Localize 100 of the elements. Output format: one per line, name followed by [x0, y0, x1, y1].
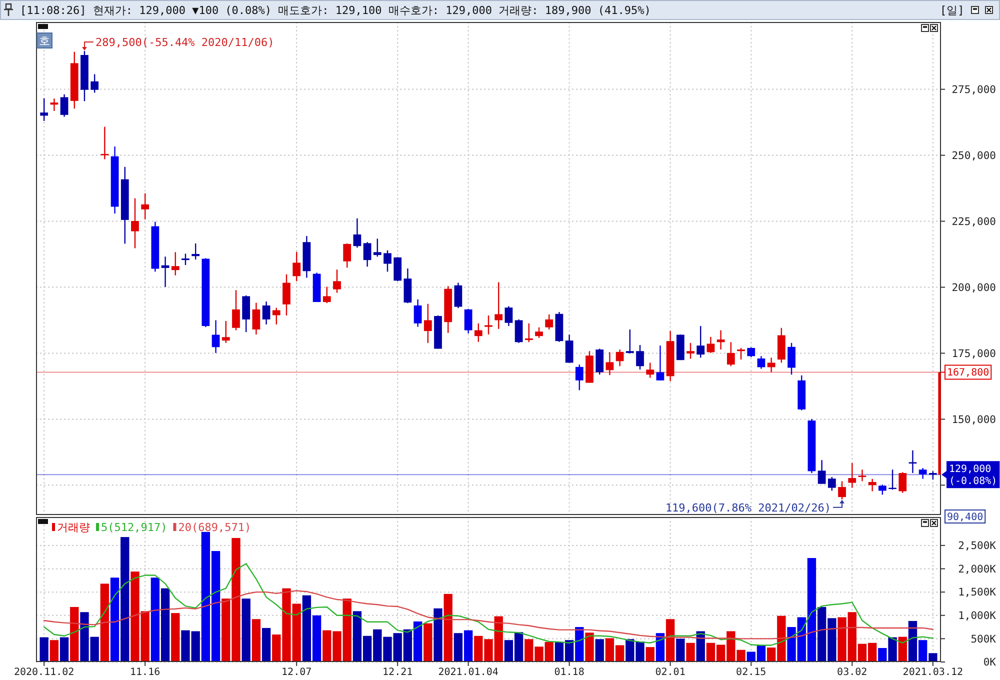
bar — [150, 578, 160, 662]
candlestick — [878, 484, 886, 496]
ref-line-label: 167,800 — [946, 368, 990, 379]
ref-line-label: 129,000 (-0.08%) — [948, 464, 998, 488]
text: 90,400 — [947, 512, 984, 523]
chart-title: [11:08:26] 현재가: 129,000 ▼100 (0.08%) 매도호가: 129,100 매수호가: 129,000 거래량: 189,900 (41.95%) — [20, 4, 651, 17]
y-tick-label: 225,000 — [952, 216, 996, 228]
candlestick — [141, 192, 150, 220]
legend-label: 20(689,571) — [178, 520, 252, 534]
x-tick-label: 01.18 — [554, 667, 584, 678]
x-tick-label: 03.02 — [837, 667, 868, 678]
candlestick — [272, 307, 280, 326]
bar — [312, 615, 322, 662]
candlestick — [464, 308, 472, 334]
x-tick-label: 12.21 — [382, 667, 413, 678]
candlestick — [100, 126, 109, 160]
bar — [888, 637, 897, 662]
x-tick-label: 02.01 — [655, 667, 686, 678]
candlestick — [908, 450, 917, 474]
candlestick — [333, 268, 341, 294]
bar — [242, 598, 250, 662]
line-series — [43, 563, 934, 646]
candlestick — [414, 298, 422, 328]
candlestick — [394, 256, 402, 282]
candlestick — [212, 320, 220, 354]
candlestick — [484, 314, 492, 336]
y-tick-label: 150,000 — [952, 414, 996, 426]
line-series — [43, 590, 934, 640]
candlestick — [726, 342, 735, 367]
bar — [676, 638, 685, 662]
y-tick-label: 1,500K — [958, 586, 997, 599]
candlestick — [747, 346, 756, 358]
candlestick — [898, 472, 907, 494]
bar — [918, 640, 928, 662]
candlestick — [494, 282, 503, 330]
annotation: 289,500(-55.44% 2020/11/06) — [95, 36, 274, 49]
bar — [585, 632, 594, 662]
x-tick-label: 2021.01.04 — [438, 667, 498, 678]
candlestick — [90, 74, 99, 94]
bar — [50, 640, 59, 662]
candlestick — [788, 342, 796, 376]
bar — [928, 653, 938, 662]
text: [일] — [940, 4, 964, 17]
candlestick — [514, 318, 523, 344]
bar — [100, 584, 110, 662]
bar — [666, 619, 675, 662]
bar — [160, 588, 170, 662]
x-tick-label: 12.07 — [282, 667, 312, 678]
candlestick — [384, 250, 392, 272]
x-tick-label: 11.16 — [130, 667, 160, 678]
candlestick — [545, 314, 554, 330]
y-tick-label: 2,500K — [958, 540, 997, 552]
candlestick — [737, 347, 745, 360]
bar — [413, 621, 422, 662]
x-tick-label: 02.15 — [736, 667, 766, 678]
bar — [40, 637, 48, 662]
bar — [252, 619, 261, 662]
candlestick — [535, 326, 543, 339]
candlestick — [161, 256, 170, 288]
candlestick — [363, 242, 372, 268]
x-tick-label: 2021.03.12 — [902, 667, 964, 678]
candlestick — [474, 322, 482, 342]
bar — [686, 642, 695, 662]
candlestick — [575, 364, 584, 391]
candlestick — [656, 344, 664, 381]
candlestick — [686, 342, 694, 360]
y-tick-label: 175,000 — [952, 348, 996, 360]
bar — [908, 620, 918, 662]
bar — [302, 595, 312, 662]
candlestick — [565, 334, 574, 364]
y-tick-label: 2,000K — [958, 563, 997, 576]
candlestick — [767, 357, 776, 373]
candlestick — [292, 251, 301, 282]
candlestick — [343, 242, 352, 268]
bar — [262, 628, 271, 662]
annotation: 119,600(7.86% 2021/02/26) — [665, 501, 832, 514]
candlestick — [596, 348, 604, 376]
bar — [70, 606, 79, 662]
candlestick — [646, 362, 654, 378]
candlestick — [353, 218, 362, 248]
candlestick — [606, 352, 614, 376]
candlestick — [262, 300, 270, 326]
candlestick — [182, 253, 190, 266]
candlestick — [60, 94, 68, 118]
candlestick — [696, 325, 705, 358]
candlestick — [716, 330, 725, 350]
bar — [454, 633, 463, 662]
candlestick — [524, 322, 533, 343]
candlestick — [242, 294, 250, 333]
legend-label: 거래량 — [57, 520, 90, 534]
candlestick — [626, 328, 634, 354]
y-tick-label: 200,000 — [952, 282, 996, 294]
candlestick — [868, 478, 876, 492]
y-tick-label: 250,000 — [952, 150, 996, 162]
y-tick-label: 1,000K — [958, 610, 997, 622]
candlestick — [424, 303, 432, 344]
bar — [646, 647, 654, 662]
y-tick-label: 500K — [970, 633, 997, 646]
bar — [424, 623, 432, 662]
candlestick — [636, 344, 644, 370]
